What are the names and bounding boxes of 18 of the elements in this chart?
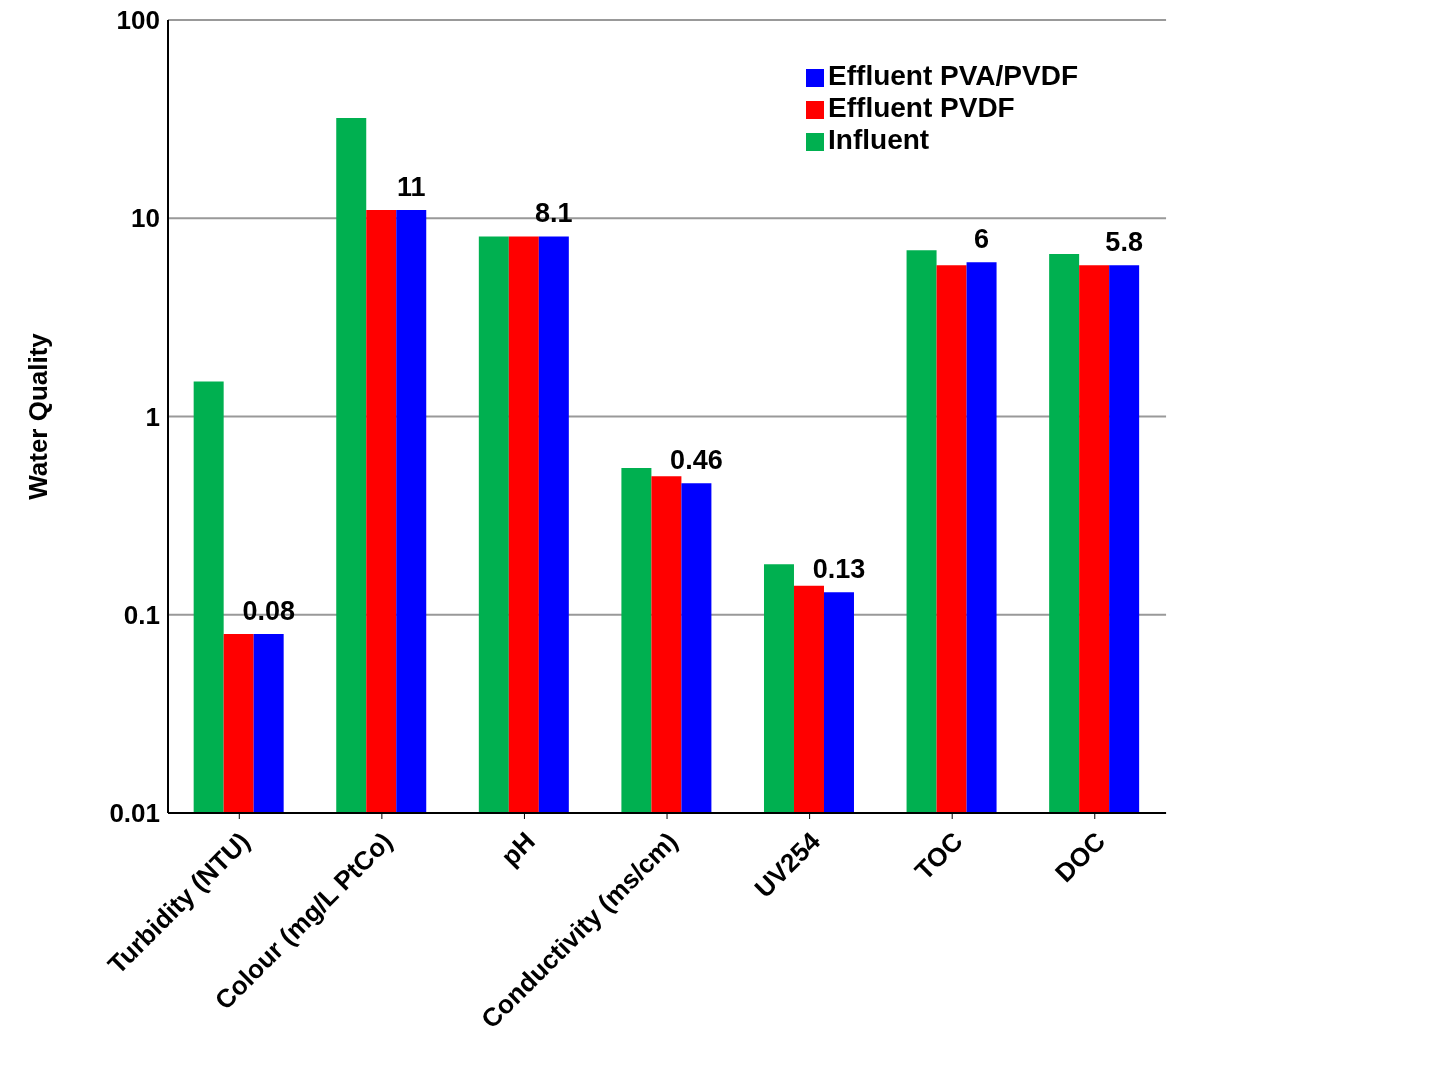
legend-label: Effluent PVDF bbox=[828, 92, 1015, 123]
y-tick-label: 0.01 bbox=[109, 798, 160, 829]
legend-label: Effluent PVA/PVDF bbox=[828, 60, 1078, 91]
x-tick-label: TOC bbox=[908, 825, 969, 886]
y-tick-label: 0.1 bbox=[123, 599, 160, 630]
y-axis-title: Water Quality bbox=[23, 332, 54, 500]
data-label: 6 bbox=[974, 224, 990, 255]
legend-label: Influent bbox=[828, 124, 930, 155]
data-label: 11 bbox=[396, 172, 426, 203]
y-tick-label: 1 bbox=[145, 401, 160, 432]
y-tick-label: 10 bbox=[131, 203, 160, 234]
y-tick-label: 100 bbox=[116, 5, 160, 36]
data-label: 8.1 bbox=[535, 198, 573, 229]
data-label: 0.46 bbox=[670, 445, 723, 476]
data-label: 0.13 bbox=[812, 554, 866, 585]
data-label: 5.8 bbox=[1105, 227, 1143, 258]
x-tick-label: pH bbox=[494, 826, 541, 872]
data-label: 0.08 bbox=[242, 595, 295, 626]
